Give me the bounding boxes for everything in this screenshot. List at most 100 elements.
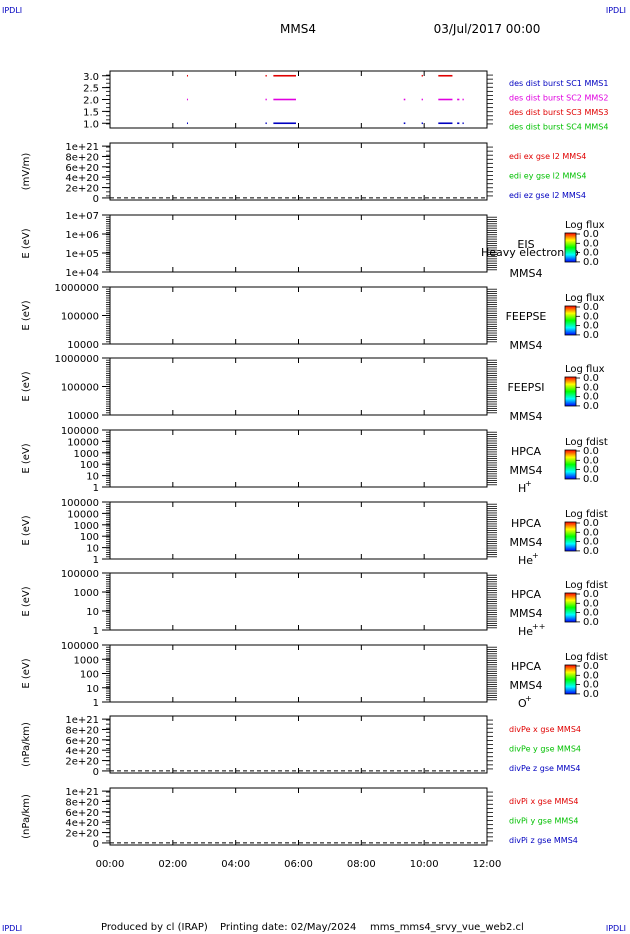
time-tick-label: 00:00 bbox=[96, 859, 125, 870]
colorbar-tick-label: 0.0 bbox=[583, 455, 599, 466]
y-tick-label: 2e+20 bbox=[65, 757, 99, 768]
y-tick-label: 1 bbox=[93, 698, 99, 709]
colorbar-tick-label: 0.0 bbox=[583, 248, 599, 259]
y-tick-label: 6e+20 bbox=[65, 808, 99, 819]
colorbar-tick-label: 0.0 bbox=[583, 382, 599, 393]
colorbar-title: Log fdist bbox=[565, 437, 608, 448]
y-tick-label: 1.5 bbox=[83, 107, 99, 118]
colorbar-tick-label: 0.0 bbox=[583, 661, 599, 672]
colorbar-tick-label: 0.0 bbox=[583, 518, 599, 529]
colorbar-tick-label: 0.0 bbox=[583, 373, 599, 384]
colorbar-tick-label: 0.0 bbox=[583, 546, 599, 557]
spacecraft-label: MMS4 bbox=[510, 679, 543, 692]
colorbar-tick-label: 0.0 bbox=[583, 311, 599, 322]
burst-interval bbox=[186, 98, 188, 101]
panels-group: 3.02.52.01.51.0 des dist burst SC1 MMS1 de… bbox=[21, 70, 608, 850]
burst-interval bbox=[186, 74, 188, 77]
y-tick-label: 100 bbox=[80, 670, 99, 681]
y-tick-label: 1000 bbox=[74, 655, 99, 666]
spacecraft-label: MMS4 bbox=[510, 536, 543, 549]
y-tick-label: 8e+20 bbox=[65, 725, 99, 736]
y-axis-label: (nPa/km) bbox=[21, 722, 32, 767]
footer-printing-date: Printing date: 02/May/2024 bbox=[220, 922, 356, 933]
y-axis-label: E (eV) bbox=[21, 515, 32, 545]
burst-interval bbox=[265, 122, 267, 125]
y-tick-label: 4e+20 bbox=[65, 746, 99, 757]
y-tick-label: 100000 bbox=[61, 569, 99, 580]
time-tick-label: 04:00 bbox=[221, 859, 250, 870]
panel-frame bbox=[109, 429, 488, 488]
y-tick-label: 10000 bbox=[67, 509, 99, 520]
colorbar-tick-label: 0.0 bbox=[583, 465, 599, 476]
burst-interval bbox=[462, 122, 464, 125]
panel-frame bbox=[109, 572, 488, 631]
legend-entry: edi ey gse l2 MMS4 bbox=[509, 172, 587, 181]
colorbar-tick-label: 0.0 bbox=[583, 392, 599, 403]
burst-interval bbox=[462, 98, 464, 101]
panel-frame bbox=[109, 286, 488, 345]
legend-entry: divPe z gse MMS4 bbox=[509, 764, 580, 773]
corner-mark-bottom-left: IPDLI bbox=[2, 924, 22, 933]
y-tick-label: 6e+20 bbox=[65, 736, 99, 747]
y-tick-label: 2.0 bbox=[83, 96, 99, 107]
colorbar-gradient bbox=[564, 449, 577, 480]
y-tick-label: 10 bbox=[86, 544, 99, 555]
panel-burst: 3.02.52.01.51.0 des dist burst SC1 MMS1 de… bbox=[83, 70, 608, 132]
y-tick-label: 1000000 bbox=[54, 354, 99, 365]
species-charge: + bbox=[525, 694, 532, 703]
burst-interval bbox=[421, 98, 423, 101]
y-tick-label: 2.5 bbox=[83, 84, 99, 95]
colorbar-title: Log fdist bbox=[565, 652, 608, 663]
burst-interval bbox=[438, 122, 453, 125]
burst-interval bbox=[265, 74, 267, 77]
y-tick-label: 8e+20 bbox=[65, 152, 99, 163]
y-tick-label: 1 bbox=[93, 626, 99, 637]
spacecraft-label: MMS4 bbox=[510, 607, 543, 620]
y-tick-label: 0 bbox=[93, 194, 99, 205]
y-tick-label: 100000 bbox=[61, 312, 99, 323]
y-axis-label: E (eV) bbox=[21, 300, 32, 330]
legend-entry: divPe y gse MMS4 bbox=[509, 745, 581, 754]
colorbar-title: Log flux bbox=[565, 364, 605, 375]
y-tick-label: 10000 bbox=[67, 411, 99, 422]
legend-entry: divPi x gse MMS4 bbox=[509, 797, 578, 806]
colorbar-gradient bbox=[564, 592, 577, 623]
panel-frame bbox=[109, 357, 488, 416]
colorbar-tick-label: 0.0 bbox=[583, 527, 599, 538]
colorbar-gradient bbox=[564, 376, 577, 407]
spacecraft-label: MMS4 bbox=[510, 410, 543, 423]
y-tick-label: 10000 bbox=[67, 437, 99, 448]
y-tick-label: 0 bbox=[93, 767, 99, 778]
panel-frame bbox=[109, 715, 488, 774]
colorbar-tick-label: 0.0 bbox=[583, 598, 599, 609]
y-tick-label: 2e+20 bbox=[65, 184, 99, 195]
corner-mark-bottom-right: IPDLI bbox=[606, 924, 626, 933]
species-charge: + bbox=[532, 551, 539, 560]
burst-interval bbox=[186, 122, 188, 125]
species-charge: ++ bbox=[532, 622, 545, 631]
burst-interval bbox=[273, 122, 296, 125]
instrument-label: HPCA bbox=[511, 660, 542, 673]
legend-entry: edi ez gse l2 MMS4 bbox=[509, 191, 586, 200]
panel-frame bbox=[109, 214, 488, 273]
instrument-label: HPCA bbox=[511, 445, 542, 458]
y-tick-label: 100000 bbox=[61, 641, 99, 652]
species-label: H bbox=[518, 482, 526, 495]
y-tick-label: 1e+07 bbox=[65, 211, 99, 222]
species-label: He bbox=[518, 625, 533, 638]
colorbar-tick-label: 0.0 bbox=[583, 229, 599, 240]
colorbar-title: Log fdist bbox=[565, 580, 608, 591]
y-tick-label: 1e+06 bbox=[65, 230, 99, 241]
panel-eis: 1e+07 1e+06 1e+05 1e+04 E (eV) EIS MMS4 Heavy e… bbox=[21, 211, 605, 280]
burst-interval bbox=[273, 74, 296, 77]
colorbar-title: Log fdist bbox=[565, 509, 608, 520]
legend-entry: edi ex gse l2 MMS4 bbox=[509, 152, 586, 161]
time-tick-label: 10:00 bbox=[410, 859, 439, 870]
panel-hpca_o: 100000 1000 100 10 1 E (eV) HPCA MMS4 O+ Log fdis… bbox=[21, 641, 608, 710]
panel-frame bbox=[109, 70, 488, 129]
panel-frame bbox=[109, 501, 488, 560]
